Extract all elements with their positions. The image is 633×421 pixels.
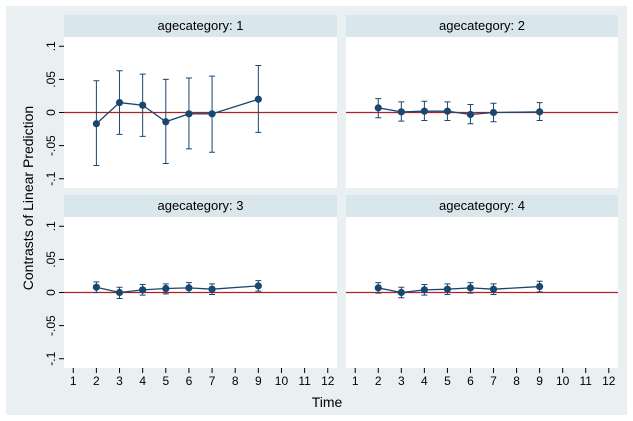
strip (346, 15, 618, 37)
x-tick-label: 6 (467, 374, 474, 388)
data-point (162, 284, 170, 293)
x-tick-label: 11 (298, 374, 311, 388)
y-tick-label: -.1 (44, 171, 58, 185)
data-point (397, 288, 405, 297)
data-point (489, 108, 498, 117)
data-point (536, 282, 544, 291)
x-tick-label: 12 (321, 374, 335, 388)
x-tick-label: 11 (579, 374, 592, 388)
data-point (162, 118, 170, 126)
y-axis-label: Contrasts of Linear Prediction (20, 106, 36, 290)
x-tick-label: 4 (139, 374, 146, 388)
x-tick-label: 10 (275, 374, 289, 388)
data-point (443, 107, 452, 115)
x-tick-label: 8 (513, 374, 520, 388)
data-point (466, 110, 475, 119)
x-tick-label: 7 (209, 374, 216, 388)
data-point (208, 110, 216, 118)
x-tick-label: 1 (352, 374, 359, 388)
y-tick-label: .1 (44, 221, 58, 231)
x-tick-label: 2 (375, 374, 382, 388)
data-point (254, 95, 262, 103)
x-tick-label: 9 (536, 374, 543, 388)
x-tick-label: 6 (186, 374, 193, 388)
data-point (374, 284, 382, 292)
panel-title: agecategory: 3 (157, 198, 243, 213)
x-tick-label: 3 (116, 374, 123, 388)
data-point (489, 285, 498, 293)
y-tick-label: .05 (44, 251, 58, 268)
data-point (92, 120, 100, 128)
y-tick-label: -.05 (44, 315, 58, 336)
panel-title: agecategory: 1 (157, 18, 243, 33)
x-axis-label: Time (312, 394, 343, 410)
panel-title: agecategory: 2 (439, 18, 525, 33)
strip (64, 195, 337, 217)
data-point (115, 98, 124, 107)
x-tick-label: 7 (490, 374, 497, 388)
data-point (185, 284, 193, 292)
y-tick-label: -.05 (44, 135, 58, 156)
data-point (420, 107, 428, 115)
y-tick-label: -.1 (44, 351, 58, 365)
x-tick-label: 3 (398, 374, 405, 388)
data-point (92, 283, 100, 291)
data-point (139, 286, 147, 294)
data-point (139, 101, 147, 109)
data-point (536, 108, 544, 116)
y-tick-label: 0 (44, 289, 58, 296)
data-point (443, 285, 452, 293)
data-point (115, 288, 124, 297)
data-point (374, 104, 382, 112)
y-tick-label: .05 (44, 71, 58, 88)
strip (64, 15, 337, 37)
y-tick-label: 0 (44, 109, 58, 116)
x-tick-label: 8 (232, 374, 239, 388)
data-point (397, 108, 405, 116)
data-point (466, 284, 475, 292)
x-tick-label: 12 (602, 374, 616, 388)
x-tick-label: 5 (444, 374, 451, 388)
x-tick-label: 5 (162, 374, 169, 388)
x-tick-label: 9 (255, 374, 262, 388)
x-tick-label: 4 (421, 374, 428, 388)
strip (346, 195, 618, 217)
data-point (208, 285, 216, 293)
data-point (254, 282, 262, 290)
x-tick-label: 2 (93, 374, 100, 388)
data-point (420, 286, 428, 294)
data-point (185, 110, 193, 118)
y-tick-label: .1 (44, 41, 58, 51)
x-tick-label: 1 (70, 374, 77, 388)
x-tick-label: 10 (556, 374, 570, 388)
panel-title: agecategory: 4 (439, 198, 525, 213)
